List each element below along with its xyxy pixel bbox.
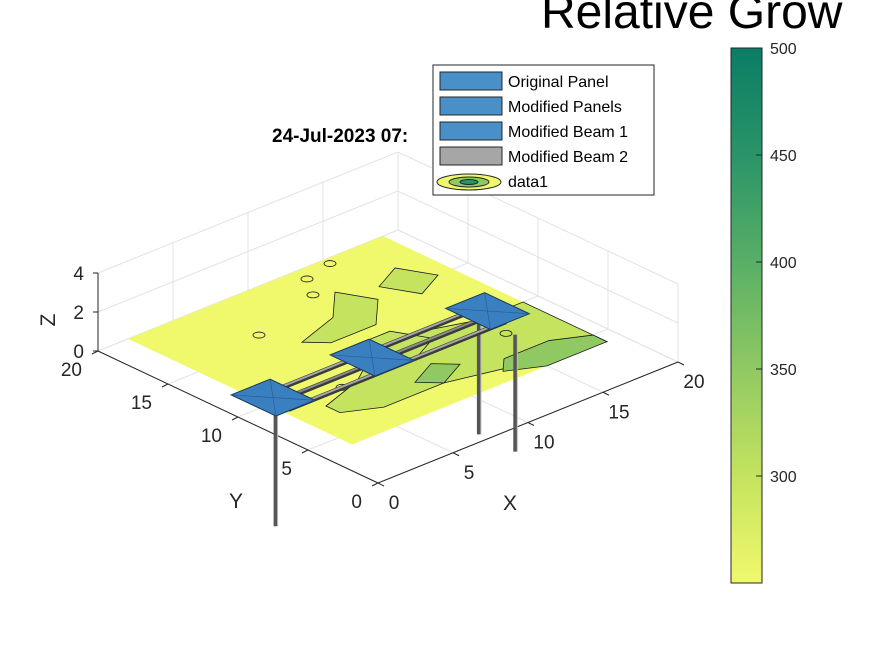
legend-label: Modified Beam 1: [508, 124, 628, 141]
grid-line: [97, 190, 679, 324]
axes-box: [91, 272, 685, 487]
x-tick-label: 10: [533, 433, 554, 454]
y-axis-label: Y: [229, 490, 243, 513]
x-tick-label: 5: [464, 463, 475, 484]
y-tick-label: 20: [61, 360, 82, 381]
contour-band: [300, 291, 379, 344]
grid-line: [97, 229, 679, 363]
chart-title: Relative Grow: [541, 0, 843, 39]
modified-panel-line: [330, 354, 414, 361]
colorbar-tick-label: 500: [770, 41, 797, 58]
legend-label: Modified Panels: [508, 99, 622, 116]
legend-label: data1: [508, 174, 548, 191]
panel-structure: [229, 292, 531, 527]
x-axis-label: X: [503, 492, 517, 515]
y-tick-label: 10: [201, 426, 222, 447]
contour-band: [414, 363, 461, 384]
y-tick: [231, 416, 239, 421]
grid-line: [97, 151, 679, 285]
contour-line: [499, 329, 513, 337]
colorbar-tick-label: 400: [770, 255, 797, 272]
x-tick-label: 15: [608, 402, 629, 423]
original-panel-line: [231, 394, 315, 401]
legend-label: Modified Beam 2: [508, 149, 628, 166]
x-tick: [677, 361, 685, 366]
legend-swatch: [439, 96, 503, 116]
colorbar-tick-label: 450: [770, 148, 797, 165]
y-tick: [371, 482, 379, 487]
x-tick-label: 0: [389, 493, 400, 514]
legend-swatch-core: [459, 179, 479, 185]
legend-swatch: [439, 146, 503, 166]
y-tick: [301, 449, 309, 454]
y-tick-label: 0: [351, 492, 362, 513]
contour-line: [306, 291, 320, 299]
contour-line: [323, 260, 337, 267]
legend-label: Original Panel: [508, 74, 609, 91]
z-tick-label: 0: [73, 342, 84, 363]
y-tick: [161, 383, 169, 388]
modified-panel-line: [445, 308, 530, 315]
z-tick-label: 2: [73, 303, 84, 324]
colorbar-tick-label: 350: [770, 362, 797, 379]
y-tick-label: 15: [131, 393, 152, 414]
x-tick: [452, 452, 460, 457]
x-tick: [602, 391, 610, 396]
x-tick: [377, 482, 385, 487]
z-tick-label: 4: [73, 264, 84, 285]
legend-swatch: [439, 121, 503, 141]
x-tick-label: 20: [683, 372, 704, 393]
z-axis-label: Z: [37, 313, 60, 326]
colorbar-gradient: [730, 47, 763, 584]
legend: Original Panel Modified Panels Modified Be…: [432, 64, 655, 196]
colorbar: 500 450 400 350 300: [730, 41, 797, 584]
y-tick-label: 5: [281, 459, 292, 480]
colorbar-tick-label: 300: [770, 469, 797, 486]
contour-line: [300, 275, 314, 283]
contour-band: [378, 267, 439, 295]
chart-subtitle: 24-Jul-2023 07:: [272, 126, 408, 147]
legend-swatch: [439, 71, 503, 91]
contour-band: [502, 334, 608, 372]
x-tick: [527, 422, 535, 426]
contour-line: [252, 331, 266, 339]
